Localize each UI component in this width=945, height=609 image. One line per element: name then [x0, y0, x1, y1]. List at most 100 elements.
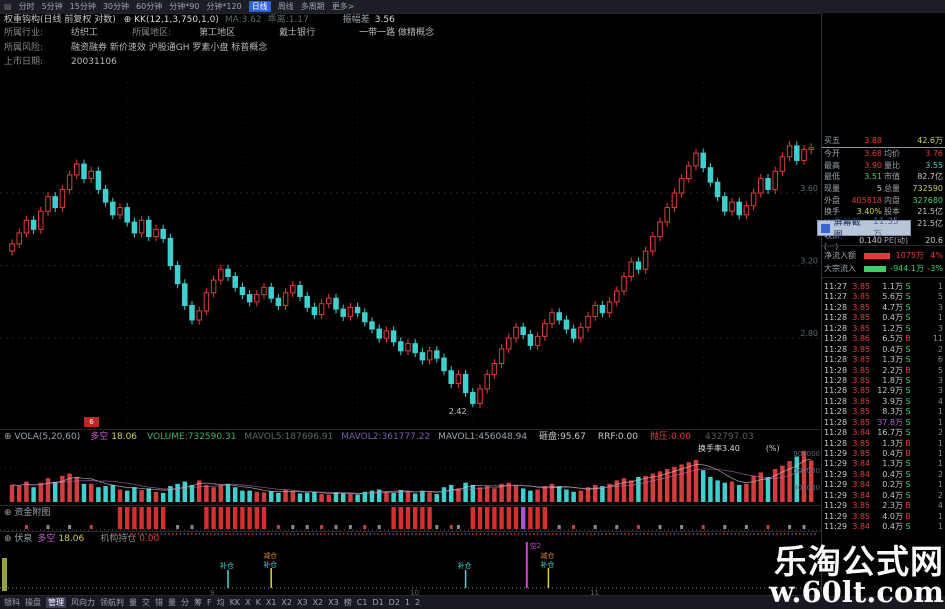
window-menu-icon[interactable]: ▤: [4, 2, 12, 11]
tick-row: 11:27 3.85 1.1万 S 1: [824, 282, 943, 291]
toolbar-item-KK[interactable]: KK: [229, 598, 241, 607]
svg-text:补仓: 补仓: [263, 560, 277, 569]
screenshot-icon: [821, 223, 830, 233]
tab-分钟*120[interactable]: 分钟*120: [206, 2, 242, 11]
volume-chart[interactable]: [0, 444, 822, 506]
text-token: 权重钩构(日线 前复权 对数): [4, 15, 116, 25]
capital-flow-chart[interactable]: [0, 505, 822, 532]
text-token: 0.00: [139, 534, 160, 544]
text-token: 砸盘:95.67: [539, 432, 586, 442]
industry-info-row: 所属行业: 纺织工 所属地区: 第工地区 戴士银行 一带一路 做精概念: [4, 27, 434, 39]
tick-row: 11:27 3.85 5.6万 S 5: [824, 292, 943, 302]
candlestick-chart[interactable]: 3.60 3.20 2.80 2.42: [0, 75, 822, 430]
text-token: 融资融券 新价速效 沪股通GH 罗素小盘 标普概念: [71, 43, 268, 53]
svg-text:补仓: 补仓: [540, 560, 554, 569]
toolbar-item-F[interactable]: F: [207, 598, 212, 607]
text-token: MAVOL2:361777.22: [341, 432, 431, 442]
svg-text:2.42: 2.42: [449, 407, 467, 416]
text-token: RRF:0.00: [597, 432, 638, 442]
tick-row: 11:28 3.85 3.9万 S 4: [824, 396, 943, 406]
svg-text:11: 11: [590, 589, 599, 596]
tab-周线[interactable]: 周线: [277, 2, 294, 11]
toolbar-item-领航判[interactable]: 领航判: [100, 598, 124, 607]
toolbar-item-2[interactable]: 2: [415, 598, 421, 607]
toolbar-item-榜[interactable]: 榜: [343, 598, 352, 607]
toolbar-item-D2[interactable]: D2: [388, 598, 400, 607]
tick-row: 11:28 3.85 1.3万 S 6: [824, 355, 943, 365]
volume-axis-labels: 900000 600000 300000: [778, 446, 820, 497]
tick-row: 11:28 3.84 16.7万 S 2: [824, 428, 943, 438]
tick-row: 11:28 3.85 37.8万 S 1: [824, 417, 943, 427]
quote-row: 外盘 405818 内盘 327680: [824, 195, 943, 205]
toolbar-item-量[interactable]: 量: [129, 598, 137, 607]
text-token: 多空: [37, 534, 56, 544]
tick-row: 11:29 3.85 4.0万 B 1: [824, 511, 943, 521]
period-tab-bar: ▤ 分时 5分钟 15分钟 30分钟 60分钟 分钟*90 分钟*120 日线 周线 多周期 更多>: [0, 0, 945, 13]
toolbar-item-量[interactable]: 量: [168, 598, 176, 607]
money-flow-rows: 净流入额 1075万 4% 大宗流入 -944.1万 -3%: [822, 249, 945, 275]
toolbar-item-筹[interactable]: 筹: [194, 598, 202, 607]
text-token: 第工地区: [199, 28, 236, 38]
toolbar-item-X3[interactable]: X3: [297, 598, 308, 607]
tick-row: 11:28 3.85 1.8万 S 3: [824, 375, 943, 385]
toolbar-item-银科[interactable]: 银科: [4, 598, 20, 607]
toolbar-item-X2[interactable]: X2: [281, 598, 292, 607]
svg-text:补仓: 补仓: [458, 561, 472, 570]
quote-row: 换手 3.40% 股本 21.5亿: [824, 207, 943, 217]
quote-row: 最低 3.51 市值 82.7亿: [824, 172, 943, 182]
quote-rows: 买五 3.88 42.6万 今开 3.68 均价 3.76 最高 3.90 量比 3.55 最低 3.5…: [822, 135, 945, 251]
tick-row: 11:28 3.85 4.7万 S 3: [824, 302, 943, 312]
toolbar-item-1[interactable]: 1: [404, 598, 411, 607]
toolbar-item-X3[interactable]: X3: [328, 598, 339, 607]
watermark: 乐淘公式网 w.60lt.com: [769, 545, 944, 608]
text-token: MAVOL5:187696.91: [244, 432, 334, 442]
toolbar-item-错[interactable]: 错: [155, 598, 163, 607]
toolbar-item-交[interactable]: 交: [142, 598, 150, 607]
tab-15分钟[interactable]: 15分钟: [69, 2, 96, 11]
toolbar-item-均[interactable]: 均: [216, 598, 225, 607]
money-flow-row: 大宗流入 -944.1万 -3%: [824, 264, 943, 273]
text-token: 抛压:0.00: [649, 432, 691, 442]
text-token: 乖离:1.17: [267, 15, 309, 25]
tick-row: 11:29 3.85 2.3万 B 4: [824, 501, 943, 511]
tab-日线[interactable]: 日线: [248, 1, 271, 12]
watermark-site-name: 乐淘公式网: [774, 541, 944, 581]
toolbar-item-分[interactable]: 分: [181, 598, 189, 607]
toolbar-item-X2[interactable]: X2: [312, 598, 324, 607]
quote-panel: 买五 3.88 42.6万 今开 3.68 均价 3.76 最高 3.90 量比 3.55 最低 3.5…: [817, 13, 945, 609]
tick-trade-list[interactable]: 11:27 3.85 1.1万 S 1 11:27 3.85 5.6万 S 5 11:28 3.85 4…: [822, 281, 945, 532]
tick-row: 11:28 3.86 6.5万 B 11: [824, 334, 943, 344]
tab-30分钟[interactable]: 30分钟: [102, 2, 130, 11]
toolbar-item-管理[interactable]: 管理: [46, 597, 66, 608]
toolbar-item-K[interactable]: K: [255, 598, 261, 607]
toolbar-item-D1[interactable]: D1: [372, 598, 384, 607]
svg-text:3.20: 3.20: [800, 257, 818, 266]
tab-分钟*90[interactable]: 分钟*90: [169, 2, 200, 11]
screenshot-tooltip: 屏幕截图 11.35万: [817, 217, 911, 241]
text-token: 多空: [90, 432, 109, 442]
svg-text:空2: 空2: [530, 541, 541, 550]
tab-多周期[interactable]: 多周期: [300, 2, 325, 11]
toolbar-item-X[interactable]: X: [245, 598, 251, 607]
text-token: ⊕ VOLA(5,20,60): [4, 432, 81, 442]
tab-5分钟[interactable]: 5分钟: [41, 2, 63, 11]
bottom-toolbar: 银科 操盘 管理 风向力 领航判量交错量分筹 F 均 KK X K X1 X2 X3 X2 X3 榜 C1 D1 D…: [0, 596, 945, 609]
text-token: VOLUME:732590.31: [147, 432, 237, 442]
toolbar-item-操盘[interactable]: 操盘: [25, 598, 41, 607]
toolbar-item-X1[interactable]: X1: [265, 598, 277, 607]
tick-row: 11:29 3.85 0.4万 B 1: [824, 449, 943, 458]
tab-60分钟[interactable]: 60分钟: [136, 2, 163, 11]
list-date-row: 上市日期: 20031106: [4, 56, 117, 68]
toolbar-item-C1[interactable]: C1: [356, 598, 368, 607]
tab-更多>[interactable]: 更多>: [331, 2, 355, 11]
text-token: 戴士银行: [279, 28, 316, 38]
watermark-site-url: w.60lt.com: [769, 575, 944, 609]
svg-text:减仓: 减仓: [540, 551, 554, 560]
text-token: 上市日期:: [4, 57, 44, 67]
text-token: 所属地区:: [132, 28, 172, 38]
tab-分时[interactable]: 分时: [18, 2, 35, 11]
toolbar-item-风向力[interactable]: 风向力: [71, 598, 95, 607]
tick-row: 11:29 3.84 0.2万 S 1: [824, 480, 943, 490]
